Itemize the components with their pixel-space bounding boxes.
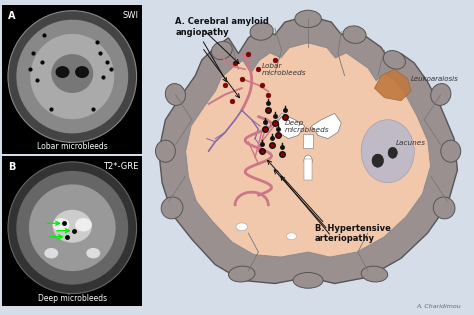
Ellipse shape (44, 248, 58, 258)
Ellipse shape (30, 34, 114, 119)
Text: Leukoaraiosis: Leukoaraiosis (411, 76, 459, 82)
Bar (304, 159, 312, 180)
Ellipse shape (55, 66, 70, 78)
Polygon shape (159, 16, 457, 284)
Ellipse shape (8, 162, 137, 294)
Text: Deep
microbleeds: Deep microbleeds (285, 119, 329, 133)
Polygon shape (275, 113, 305, 139)
Ellipse shape (165, 83, 185, 106)
Ellipse shape (86, 248, 100, 258)
Ellipse shape (295, 10, 321, 28)
Ellipse shape (388, 147, 397, 158)
Ellipse shape (211, 41, 232, 60)
Ellipse shape (293, 272, 323, 288)
Ellipse shape (433, 197, 455, 219)
Text: SWI: SWI (122, 11, 138, 20)
Polygon shape (311, 113, 341, 139)
Ellipse shape (16, 171, 128, 285)
Text: Lacunes: Lacunes (396, 140, 426, 146)
Ellipse shape (361, 120, 414, 183)
Ellipse shape (250, 23, 273, 40)
Ellipse shape (304, 155, 312, 166)
Ellipse shape (343, 26, 366, 43)
Ellipse shape (228, 266, 255, 282)
Text: Lobar microbleeds: Lobar microbleeds (37, 142, 108, 151)
Ellipse shape (383, 50, 405, 69)
Ellipse shape (361, 266, 388, 282)
Ellipse shape (75, 218, 92, 232)
Ellipse shape (53, 218, 70, 232)
Ellipse shape (236, 223, 247, 231)
Polygon shape (374, 69, 411, 101)
Ellipse shape (8, 11, 137, 142)
Text: T2*-GRE: T2*-GRE (103, 162, 138, 171)
Ellipse shape (75, 66, 89, 78)
Ellipse shape (372, 154, 383, 167)
Text: B: B (8, 162, 15, 172)
Ellipse shape (29, 184, 116, 271)
Text: Lobar
microbleeds: Lobar microbleeds (262, 63, 306, 76)
Ellipse shape (286, 233, 296, 240)
Text: A: A (8, 11, 16, 21)
Ellipse shape (155, 140, 175, 162)
Text: A. Cerebral amyloid
angiopathy: A. Cerebral amyloid angiopathy (175, 17, 269, 37)
Ellipse shape (431, 83, 451, 106)
Text: A. Charidimou: A. Charidimou (416, 304, 461, 309)
Text: Deep microbleeds: Deep microbleeds (38, 294, 107, 302)
Ellipse shape (161, 197, 183, 219)
Bar (303, 134, 313, 148)
Polygon shape (186, 43, 430, 257)
Ellipse shape (441, 140, 461, 162)
Ellipse shape (51, 54, 93, 93)
Text: B. Hypertensive
arteriopathy: B. Hypertensive arteriopathy (315, 224, 391, 243)
Ellipse shape (53, 210, 92, 243)
Ellipse shape (16, 20, 128, 134)
